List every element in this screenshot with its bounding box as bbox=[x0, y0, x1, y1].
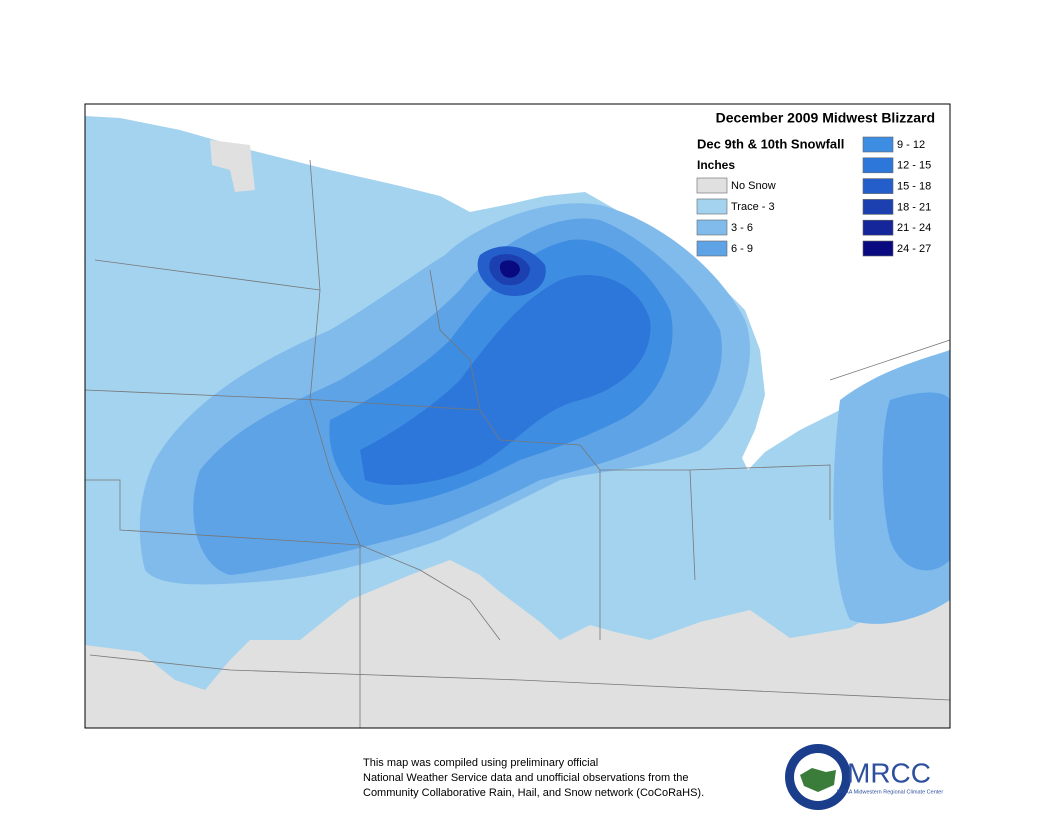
legend: December 2009 Midwest Blizzard Dec 9th &… bbox=[696, 110, 935, 257]
legend-label: 6 - 9 bbox=[731, 243, 753, 255]
legend-units: Inches bbox=[697, 158, 735, 172]
legend-label: 12 - 15 bbox=[897, 160, 931, 172]
map-title: December 2009 Midwest Blizzard bbox=[716, 110, 935, 126]
legend-label: No Snow bbox=[731, 180, 776, 192]
footer-line: This map was compiled using preliminary … bbox=[363, 757, 598, 769]
legend-swatch bbox=[862, 219, 894, 236]
legend-swatch bbox=[862, 157, 894, 174]
logo: MRCC NOAA Midwestern Regional Climate Ce… bbox=[785, 744, 943, 810]
legend-swatch bbox=[862, 178, 894, 194]
no-snow-area bbox=[85, 560, 950, 728]
map bbox=[84, 103, 951, 729]
legend-swatch bbox=[696, 240, 728, 257]
legend-swatch bbox=[696, 198, 728, 215]
logo-name: MRCC bbox=[847, 757, 931, 788]
legend-swatch bbox=[862, 240, 894, 257]
snow-band bbox=[499, 260, 520, 278]
legend-label: 24 - 27 bbox=[897, 243, 931, 255]
legend-label: 9 - 12 bbox=[897, 139, 925, 151]
logo-org: NOAA Midwestern Regional Climate Center bbox=[837, 789, 944, 795]
snow-band bbox=[360, 274, 651, 485]
state-border bbox=[84, 159, 951, 728]
no-data-area bbox=[85, 104, 950, 470]
snow-band bbox=[882, 392, 950, 571]
logo-map bbox=[800, 768, 836, 792]
legend-label: 21 - 24 bbox=[897, 222, 931, 234]
legend-label: 15 - 18 bbox=[897, 181, 931, 193]
map-frame bbox=[84, 103, 951, 729]
legend-swatch bbox=[696, 219, 728, 236]
footer-line: National Weather Service data and unoffi… bbox=[363, 772, 689, 784]
legend-label: 3 - 6 bbox=[731, 222, 753, 234]
no-snow-area bbox=[210, 140, 255, 192]
legend-swatch bbox=[862, 136, 894, 153]
map-subtitle: Dec 9th & 10th Snowfall bbox=[697, 136, 844, 151]
legend-label: 18 - 21 bbox=[897, 201, 931, 213]
footer: This map was compiled using preliminary … bbox=[363, 757, 704, 799]
legend-swatch bbox=[696, 177, 728, 194]
legend-swatch bbox=[862, 199, 894, 215]
legend-label: Trace - 3 bbox=[731, 201, 775, 213]
footer-line: Community Collaborative Rain, Hail, and … bbox=[363, 787, 704, 799]
